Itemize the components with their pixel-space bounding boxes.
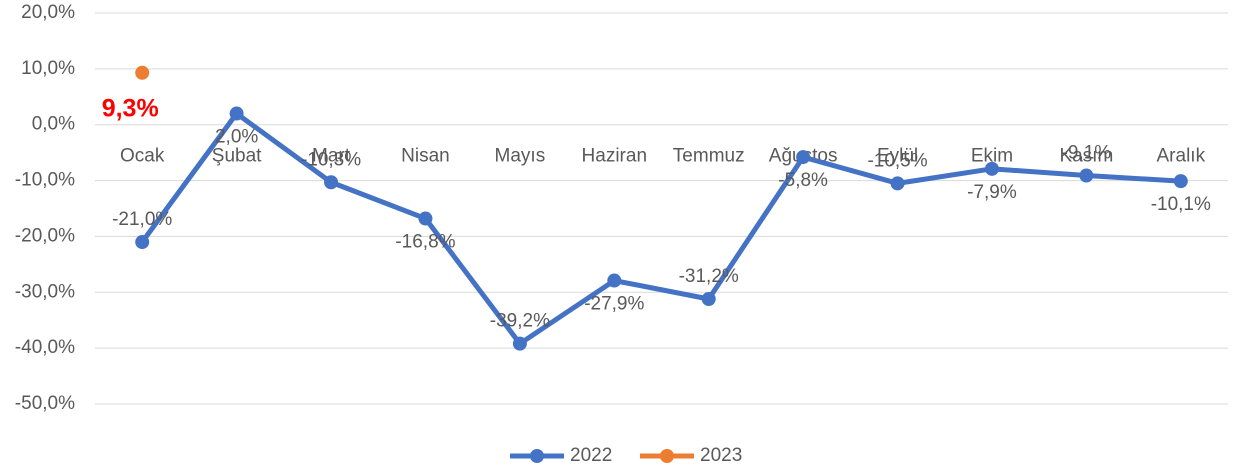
x-tick-label: Haziran	[582, 146, 647, 167]
data-point	[135, 65, 150, 80]
data-label: -27,9%	[584, 294, 644, 315]
legend-label: 2022	[570, 445, 612, 466]
x-tick-label: Aralık	[1157, 146, 1206, 167]
data-point	[607, 273, 622, 288]
x-tick-label: Ocak	[120, 146, 165, 167]
data-point	[984, 161, 999, 176]
legend-marker	[660, 449, 674, 463]
x-tick-label: Eylül	[877, 146, 918, 167]
y-tick-label: -30,0%	[15, 281, 75, 302]
y-tick-label: 20,0%	[21, 2, 75, 23]
x-tick-label: Kasım	[1059, 146, 1113, 167]
legend-label: 2023	[700, 445, 742, 466]
y-tick-label: 10,0%	[21, 58, 75, 79]
x-tick-label: Mayıs	[495, 146, 546, 167]
x-tick-label: Temmuz	[673, 146, 745, 167]
legend-marker	[530, 449, 544, 463]
data-point	[135, 235, 150, 250]
y-tick-label: -10,0%	[15, 170, 75, 191]
y-tick-label: -20,0%	[15, 225, 75, 246]
data-label: -5,8%	[778, 170, 828, 191]
x-tick-label: Mart	[312, 146, 351, 167]
data-label: -10,3%	[301, 149, 361, 170]
y-tick-label: -40,0%	[15, 337, 75, 358]
data-point	[701, 291, 716, 306]
x-tick-label: Şubat	[212, 146, 262, 167]
data-point	[229, 106, 244, 121]
series-line	[140, 111, 1181, 347]
x-tick-label: Ekim	[971, 146, 1013, 167]
data-label: 2,0%	[215, 127, 258, 148]
data-point	[512, 336, 527, 351]
y-tick-label: 0,0%	[32, 114, 75, 135]
x-tick-label: Nisan	[401, 146, 450, 167]
data-point	[418, 211, 433, 226]
data-label: -31,2%	[679, 266, 739, 287]
data-label: 9,3%	[102, 94, 159, 122]
data-label: -21,0%	[112, 209, 172, 230]
data-label: -10,5%	[867, 150, 927, 171]
data-label: -9,1%	[1062, 143, 1112, 164]
data-label: -7,9%	[967, 182, 1017, 203]
data-point	[1079, 168, 1094, 183]
data-label: -10,1%	[1151, 194, 1211, 215]
data-label: -16,8%	[395, 232, 455, 253]
y-tick-label: -50,0%	[15, 393, 75, 414]
data-point	[796, 150, 811, 165]
data-point	[324, 175, 339, 190]
data-point	[1173, 174, 1188, 189]
data-point	[890, 176, 905, 191]
data-label: -39,2%	[490, 311, 550, 332]
